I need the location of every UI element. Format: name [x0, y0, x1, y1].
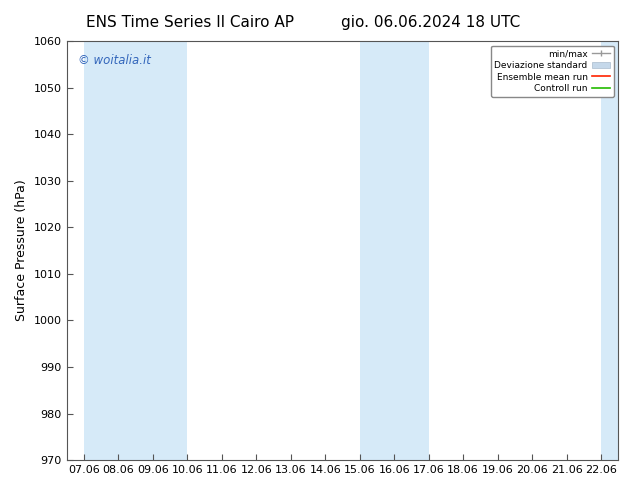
- Legend: min/max, Deviazione standard, Ensemble mean run, Controll run: min/max, Deviazione standard, Ensemble m…: [491, 46, 614, 97]
- Text: ENS Time Series Il Cairo AP: ENS Time Series Il Cairo AP: [86, 15, 294, 30]
- Bar: [84, 41, 187, 460]
- Text: © woitalia.it: © woitalia.it: [77, 53, 150, 67]
- Y-axis label: Surface Pressure (hPa): Surface Pressure (hPa): [15, 180, 28, 321]
- Bar: [601, 41, 634, 460]
- Text: gio. 06.06.2024 18 UTC: gio. 06.06.2024 18 UTC: [342, 15, 521, 30]
- Bar: [359, 41, 429, 460]
